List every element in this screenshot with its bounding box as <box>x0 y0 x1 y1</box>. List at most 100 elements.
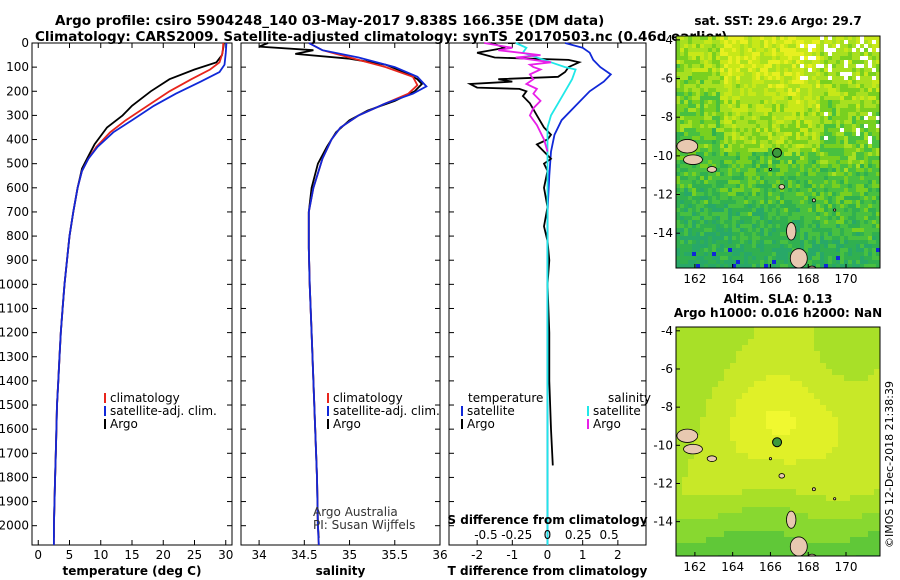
sst_map-cell <box>784 164 789 169</box>
sla_map-cell <box>874 549 880 556</box>
sla_map-cell <box>730 423 737 430</box>
sst_map-cell <box>704 172 709 177</box>
sst_map-cell <box>716 256 721 261</box>
sst_map-cell <box>864 212 869 217</box>
sst_map-cell <box>700 204 705 209</box>
sst_map-cell <box>852 188 857 193</box>
sst_map-cell <box>740 108 745 113</box>
sst_map-cell <box>848 172 853 177</box>
sst_map-cell <box>764 80 769 85</box>
sla_map-cell <box>760 399 767 406</box>
sst_map-cell <box>872 176 877 181</box>
sst_map-cell <box>716 192 721 197</box>
sst_map-cell <box>860 180 865 185</box>
sla_map-cell <box>700 447 707 454</box>
sst_map-cell <box>688 116 693 121</box>
sla_map-cell <box>736 357 743 364</box>
sla_map-cell <box>766 357 773 364</box>
sst_map-cell <box>860 216 865 221</box>
sst_map-cell <box>704 68 709 73</box>
sst_map-cell <box>848 60 853 65</box>
sst_map-cell <box>756 252 761 257</box>
sst_map-cell <box>748 192 753 197</box>
sla_map-cell <box>838 471 845 478</box>
sst_map-cell <box>840 228 845 233</box>
sst_map-cell <box>768 68 773 73</box>
sst_map-cell <box>808 132 813 137</box>
sst_map-cell <box>844 228 849 233</box>
sla_map-cell <box>868 453 875 460</box>
temperature-ytick-label: 700 <box>6 205 29 219</box>
sst_map-cell <box>696 76 701 81</box>
sla_map-cell <box>766 351 773 358</box>
sst_map-cell <box>740 44 745 49</box>
sla_map-cell <box>856 543 863 550</box>
sla_map-cell <box>832 543 839 550</box>
sla_map-cell <box>718 519 725 526</box>
sla_map-cell <box>874 393 880 400</box>
sst_map-cell <box>740 56 745 61</box>
sla_map-cell <box>700 423 707 430</box>
sst_map-cell <box>832 60 837 65</box>
sst_map-cell <box>704 96 709 101</box>
sla_map-cell <box>796 519 803 526</box>
sst_map-cell <box>732 132 737 137</box>
sst_map-cell <box>764 240 769 245</box>
sla_map-cell <box>850 387 857 394</box>
sst_map-cell <box>868 208 873 213</box>
sla_map-cell <box>718 333 725 340</box>
sla_map-cell <box>814 483 821 490</box>
sst_map-cell <box>800 76 805 81</box>
sst_map-cell <box>812 136 817 141</box>
sla_map-cell <box>718 453 725 460</box>
sla_map-cell <box>874 471 880 478</box>
sst_map-cell <box>816 244 821 249</box>
sst_map-cell <box>736 236 741 241</box>
sst_map-cell <box>724 212 729 217</box>
sla_map-cell <box>802 369 809 376</box>
sla_map-cell <box>766 381 773 388</box>
sst_map-cell <box>680 196 685 201</box>
sst_map-cell <box>864 132 869 137</box>
sst_map-cell <box>828 132 833 137</box>
sst_map-cell <box>700 208 705 213</box>
sst_map-cell <box>816 104 821 109</box>
sla_map-cell <box>706 339 713 346</box>
sst_map-cell <box>676 184 681 189</box>
sla_map-cell <box>850 507 857 514</box>
temperature-xlabel: temperature (deg C) <box>63 564 202 578</box>
sst_map-cell <box>852 192 857 197</box>
sla_map-cell <box>748 465 755 472</box>
sst_map-cell <box>776 156 781 161</box>
sst_map-cell <box>740 256 745 261</box>
sst_map-cell <box>760 164 765 169</box>
sst_map-cell <box>680 256 685 261</box>
sst_map-cell <box>776 216 781 221</box>
sst_map-cell <box>848 40 853 45</box>
sla_map-cell <box>748 447 755 454</box>
sst_map-cell <box>752 164 757 169</box>
sst_map-cell <box>764 156 769 161</box>
sst_map-cell <box>728 196 733 201</box>
sst_map-ytick-label: -10 <box>653 149 673 163</box>
sst_map-cell <box>700 68 705 73</box>
sst_map-cell <box>836 240 841 245</box>
sst_map-cell <box>676 52 681 57</box>
sla_map-cell <box>862 351 869 358</box>
sla_map-cell <box>862 405 869 412</box>
sst_map-cell <box>724 112 729 117</box>
sla_map-cell <box>760 519 767 526</box>
sst_map-cell <box>736 168 741 173</box>
sst_map-cell <box>788 52 793 57</box>
sst_map-cell <box>700 140 705 145</box>
sst_map-cell <box>836 204 841 209</box>
sst_map-cell <box>728 188 733 193</box>
sst_map-cell <box>736 240 741 245</box>
sst_map-cell <box>684 152 689 157</box>
sst_map-cell <box>796 212 801 217</box>
sst_map-cell <box>788 120 793 125</box>
sla_map-ytick-label: -14 <box>653 515 673 529</box>
sla_map-cell <box>736 465 743 472</box>
sst_map-cell <box>716 76 721 81</box>
sst_map-cell <box>752 224 757 229</box>
